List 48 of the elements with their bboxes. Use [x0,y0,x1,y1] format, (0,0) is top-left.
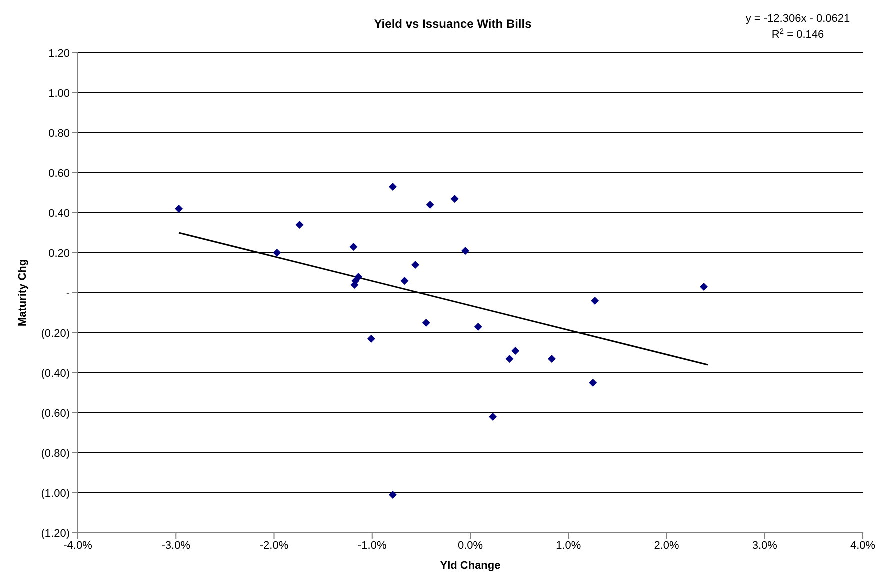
x-tick-label: 0.0% [458,540,484,552]
y-tick-label: 0.20 [48,248,70,260]
point [400,277,409,285]
point [462,247,470,255]
point [412,261,420,269]
x-tick-label: -4.0% [64,540,93,552]
y-tick-label: (0.80) [41,448,70,460]
point [548,355,556,363]
y-tick-label: (1.20) [41,528,70,540]
point [296,221,304,229]
y-tick-label: (0.20) [41,328,70,340]
point [589,379,598,387]
point [450,195,459,203]
y-tick-label: - [66,288,70,300]
point [506,355,514,363]
y-tick-label: 0.40 [48,208,70,220]
x-tick-label: 2.0% [654,540,680,552]
x-tick-label: 1.0% [556,540,582,552]
x-tick-label: -1.0% [358,540,387,552]
text: y = -12.306x - 0.0621 [746,13,850,25]
y-tick-label: 0.80 [48,128,70,140]
x-tick-label: -3.0% [162,540,191,552]
point [700,283,708,291]
chart-title: Yield vs Issuance With Bills [374,17,532,31]
y-tick-label: (0.60) [41,408,70,420]
y-axis-title: Maturity Chg [16,259,29,327]
point [474,323,482,331]
point [489,413,498,421]
y-tick-label: 1.20 [48,48,70,60]
y-tick-label: (1.00) [41,488,70,500]
point [426,201,434,209]
point [388,183,397,191]
point [388,491,397,499]
y-tick-label: 1.00 [48,88,70,100]
point [350,243,358,251]
x-tick-label: 3.0% [752,540,778,552]
point [512,347,520,355]
y-tick-label: (0.40) [41,368,70,380]
point [367,335,376,343]
x-tick-label: -2.0% [260,540,289,552]
text: R$^{2}$ = 0.146 [772,26,824,41]
point [273,249,282,257]
y-tick-label: 0.60 [48,168,70,180]
x-tick-label: 4.0% [850,540,876,552]
x-axis-title: Yld Change [440,560,501,572]
point [175,205,184,213]
point [591,297,600,305]
point [422,319,430,327]
